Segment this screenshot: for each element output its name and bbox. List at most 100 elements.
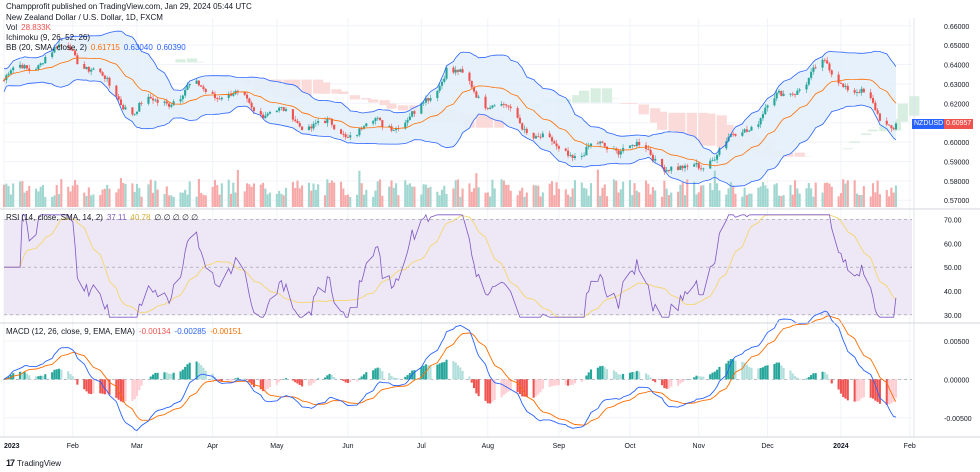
macd-histogram-bar [839,379,842,394]
candle-body [518,117,521,124]
volume-bar [491,179,494,207]
volume-legend[interactable]: Vol 28.833K [6,23,51,32]
candle-body [229,93,233,96]
macd-histogram-bar [280,379,283,380]
time-tick-label: Feb [904,443,916,450]
price-tick-label: 0.57000 [944,198,969,205]
macd-histogram-bar [92,379,95,394]
volume-bar [179,192,182,207]
volume-bar [282,195,285,207]
ichimoku-segment [494,116,505,128]
candle-body [810,71,813,78]
candle-body [101,72,104,76]
rsi-pane[interactable] [4,213,912,318]
candle-body [821,59,824,68]
volume-bar [342,188,345,207]
candle-body [165,101,168,104]
volume-bar [310,190,313,207]
volume-bar [826,182,829,207]
candle-body [693,164,696,167]
candle-body [154,99,157,101]
bb-legend[interactable]: BB (20, SMA, close, 2) 0.61715 0.63040 0.60… [6,43,186,52]
macd-histogram-bar [683,379,687,381]
rsi-band [4,219,912,315]
candle-body [28,68,31,71]
time-tick-label: Mar [131,443,144,450]
candle-body [282,107,285,111]
macd-histogram-bar [794,376,797,380]
candle-body [837,74,840,84]
macd-histogram-bar [475,379,478,394]
time-tick-label: May [270,443,284,450]
tradingview-logo[interactable]: 17 TradingView [6,458,62,468]
candle-body [585,146,588,156]
candle-body [307,126,311,130]
macd-histogram-bar [57,368,61,380]
volume-bar [486,192,489,207]
candle-body [83,64,86,69]
macd-histogram-bar [106,379,109,394]
candle-body [323,121,327,124]
macd-histogram-bar [236,377,239,380]
candle-body [667,170,671,171]
macd-histogram-bar [28,375,31,380]
macd-histogram-bar [346,379,349,384]
symbol-title[interactable]: New Zealand Dollar / U.S. Dollar, 1D, FX… [6,13,163,22]
volume-bar [7,186,10,207]
candle-body [312,123,315,129]
volume-bar [523,196,526,207]
volume-bar [438,195,441,207]
macd-histogram-bar [500,379,503,398]
time-tick-label: Feb [67,443,79,450]
ichimoku-segment [338,91,349,95]
macd-histogram-bar [826,374,829,380]
rsi-tick-label: 40.00 [944,289,962,296]
candle-body [119,99,122,106]
macd-histogram-bar [525,379,528,397]
candle-body [138,102,141,112]
volume-bar [647,183,650,207]
candlestick-series[interactable] [2,40,898,175]
volume-bar [729,182,732,207]
candle-body [635,141,638,147]
rsi-legend[interactable]: RSI (14, close, SMA, 14, 2) 37.11 40.78 ∅ ∅… [6,213,199,222]
macd-histogram-bar [821,371,824,380]
macd-legend[interactable]: MACD (12, 26, close, 9, EMA, EMA) -0.0013… [6,327,242,336]
macd-histogram-bar [202,367,205,380]
macd-histogram-bar [39,375,42,380]
volume-bar [35,188,38,207]
macd-tick-label: 0.00500 [944,339,969,346]
volume-bar [585,188,588,207]
volume-bar [745,195,748,207]
volume-bar [37,191,40,207]
macd-histogram-bar [429,365,432,380]
candle-body [92,68,95,70]
candle-body [567,150,570,156]
candle-body [794,94,797,96]
macd-pane[interactable] [2,310,912,432]
candle-body [349,135,352,138]
candle-body [654,158,657,161]
candle-body [569,155,572,156]
macd-histogram-bar [21,372,24,380]
candle-body [99,68,102,73]
volume-bar [534,185,538,207]
volume-bar [651,187,654,207]
candle-body [697,163,700,169]
macd-histogram-bar [734,360,737,380]
candle-body [186,85,189,90]
ichimoku-legend[interactable]: Ichimoku (9, 26, 52, 26) [6,33,91,42]
candle-body [826,60,829,64]
macd-histogram-bar [268,379,272,388]
volume-bar [605,196,609,207]
candle-body [516,108,519,118]
macd-histogram-bar [537,379,540,395]
macd-histogram-bar [583,379,586,380]
ichimoku-segment [867,129,879,132]
volume-bar [564,189,567,207]
candle-body [280,107,283,108]
volume-bar [103,188,106,207]
macd-histogram-bar [53,369,56,380]
volume-bar [119,178,122,207]
